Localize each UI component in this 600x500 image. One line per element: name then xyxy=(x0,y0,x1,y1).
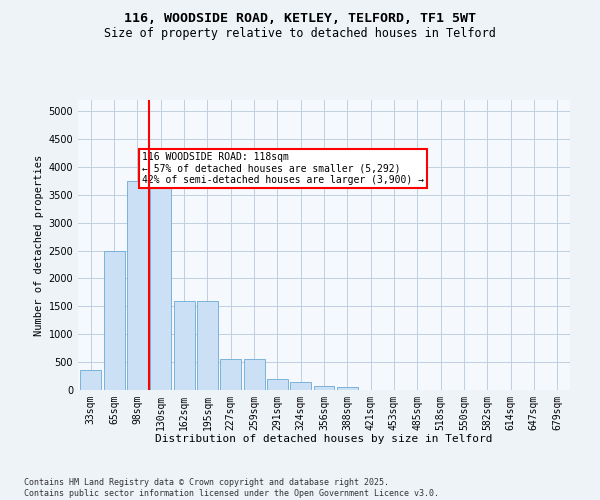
Bar xyxy=(314,386,334,390)
X-axis label: Distribution of detached houses by size in Telford: Distribution of detached houses by size … xyxy=(155,434,493,444)
Bar xyxy=(173,301,194,390)
Text: Size of property relative to detached houses in Telford: Size of property relative to detached ho… xyxy=(104,28,496,40)
Bar xyxy=(220,360,241,390)
Bar xyxy=(197,301,218,390)
Text: 116, WOODSIDE ROAD, KETLEY, TELFORD, TF1 5WT: 116, WOODSIDE ROAD, KETLEY, TELFORD, TF1… xyxy=(124,12,476,26)
Bar xyxy=(337,387,358,390)
Text: 116 WOODSIDE ROAD: 118sqm
← 57% of detached houses are smaller (5,292)
42% of se: 116 WOODSIDE ROAD: 118sqm ← 57% of detac… xyxy=(142,152,424,186)
Bar xyxy=(290,382,311,390)
Bar xyxy=(127,181,148,390)
Bar xyxy=(244,360,265,390)
Y-axis label: Number of detached properties: Number of detached properties xyxy=(34,154,44,336)
Bar xyxy=(104,250,125,390)
Bar xyxy=(267,379,288,390)
Bar xyxy=(80,370,101,390)
Bar xyxy=(150,181,171,390)
Text: Contains HM Land Registry data © Crown copyright and database right 2025.
Contai: Contains HM Land Registry data © Crown c… xyxy=(24,478,439,498)
